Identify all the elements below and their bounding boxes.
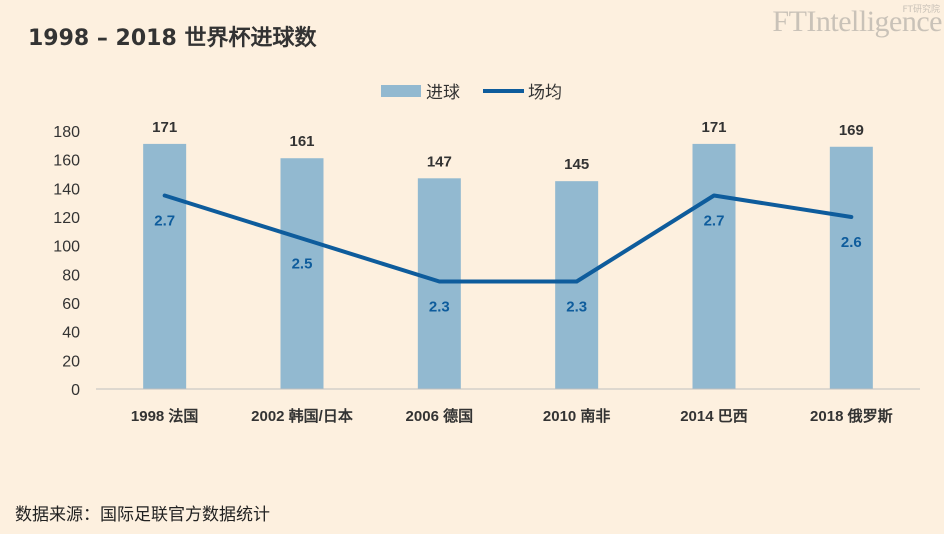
y-tick-label: 140 — [53, 181, 80, 198]
x-axis: 1998 法国 2002 韩国/日本 2006 德国 2010 南非 2014 巴西 20… — [131, 407, 893, 425]
y-tick-label: 40 — [62, 325, 80, 342]
y-tick-label: 100 — [53, 239, 80, 256]
bar-data-label: 147 — [427, 153, 452, 170]
x-tick-label: 2018 俄罗斯 — [810, 407, 893, 425]
bar — [692, 143, 736, 389]
legend-swatch-goals — [381, 85, 421, 97]
legend-label-goals: 进球 — [426, 83, 460, 102]
y-tick-label: 180 — [53, 124, 80, 141]
average-data-label: 2.3 — [566, 299, 587, 316]
x-tick-label: 2014 巴西 — [680, 408, 748, 425]
average-line — [162, 193, 854, 284]
bar — [417, 178, 461, 389]
y-tick-label: 120 — [53, 210, 80, 227]
x-tick-label: 2010 南非 — [543, 407, 611, 425]
chart-title: 1998 – 2018 世界杯进球数 — [28, 26, 317, 51]
bar-data-label: 171 — [152, 119, 177, 136]
average-data-label: 2.7 — [154, 213, 175, 230]
ft-intelligence-logo: FT研究院 FTIntelligence — [752, 2, 942, 38]
y-tick-label: 80 — [62, 267, 80, 284]
bar — [280, 158, 324, 389]
y-tick-label: 160 — [53, 153, 80, 170]
source-note: 数据来源：国际足联官方数据统计 — [15, 505, 270, 525]
x-tick-label: 1998 法国 — [131, 407, 199, 425]
bar — [555, 181, 599, 389]
x-tick-label: 2006 德国 — [406, 407, 474, 425]
bar-data-label: 161 — [289, 133, 314, 150]
bar — [829, 146, 873, 389]
y-tick-label: 20 — [62, 353, 80, 370]
average-data-label: 2.7 — [704, 213, 725, 230]
legend-label-average: 场均 — [528, 83, 562, 102]
bar-data-label: 145 — [564, 156, 589, 173]
x-tick-label: 2002 韩国/日本 — [251, 407, 353, 425]
bar-data-label: 169 — [839, 122, 864, 139]
line-series: 2.7 2.5 2.3 2.3 2.7 2.6 — [154, 193, 862, 316]
bar-data-label: 171 — [701, 119, 726, 136]
average-data-label: 2.3 — [429, 299, 450, 316]
average-data-label: 2.5 — [292, 256, 313, 273]
bar — [143, 143, 187, 389]
legend: 进球 场均 — [381, 83, 562, 102]
average-data-label: 2.6 — [841, 234, 862, 251]
bar-series: 171 161 147 145 171 169 — [143, 119, 873, 389]
brand-main: FTIntelligence — [772, 5, 942, 38]
brand-sub: FT研究院 — [902, 5, 940, 15]
y-axis: 0 20 40 60 80 100 120 140 160 180 — [53, 124, 80, 399]
y-tick-label: 60 — [62, 296, 80, 313]
y-tick-label: 0 — [71, 382, 80, 399]
